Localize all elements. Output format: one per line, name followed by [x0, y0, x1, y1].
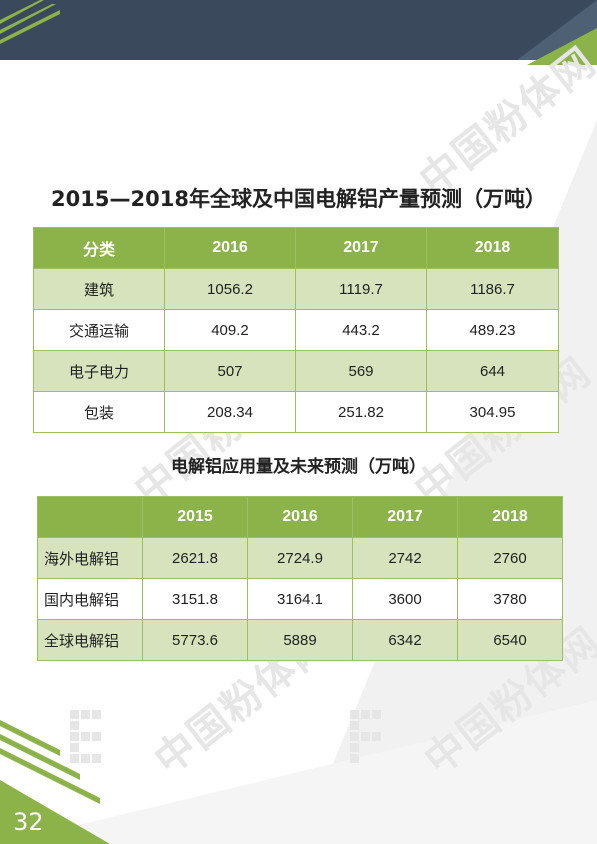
table-cell: 1186.7 [426, 268, 559, 310]
table-cell: 2742 [352, 537, 458, 579]
footer-stripes-decoration [0, 720, 110, 844]
table-cell: 1119.7 [295, 268, 427, 310]
table-cell: 443.2 [295, 309, 427, 351]
table-header-cell [37, 496, 143, 538]
application-forecast-table: 2015 2016 2017 2018 海外电解铝 2621.8 2724.9 … [37, 496, 563, 661]
table-header-row: 分类 2016 2017 2018 [33, 227, 559, 269]
table-cell: 507 [164, 350, 296, 392]
table-cell: 208.34 [164, 391, 296, 433]
header-band [0, 0, 597, 60]
table-cell: 489.23 [426, 309, 559, 351]
table-cell: 3151.8 [142, 578, 248, 620]
table-header-cell: 2017 [295, 227, 427, 269]
table-header-cell: 2018 [426, 227, 559, 269]
table-cell: 569 [295, 350, 427, 392]
production-forecast-table: 分类 2016 2017 2018 建筑 1056.2 1119.7 1186.… [33, 227, 559, 433]
row-label: 电子电力 [33, 350, 165, 392]
row-label: 交通运输 [33, 309, 165, 351]
row-label: 包装 [33, 391, 165, 433]
header-stripes-decoration [0, 0, 60, 44]
row-label: 全球电解铝 [37, 619, 143, 661]
table-cell: 2724.9 [247, 537, 353, 579]
row-label: 海外电解铝 [37, 537, 143, 579]
table-row: 电子电力 507 569 644 [33, 350, 559, 392]
page-number: 32 [13, 808, 44, 836]
table-header-cell: 2017 [352, 496, 458, 538]
table-header-cell: 2018 [457, 496, 563, 538]
table-row: 建筑 1056.2 1119.7 1186.7 [33, 268, 559, 310]
table-cell: 251.82 [295, 391, 427, 433]
table-row: 交通运输 409.2 443.2 489.23 [33, 309, 559, 351]
table-cell: 6540 [457, 619, 563, 661]
table-row: 包装 208.34 251.82 304.95 [33, 391, 559, 433]
table-row: 全球电解铝 5773.6 5889 6342 6540 [37, 619, 563, 661]
table-cell: 5889 [247, 619, 353, 661]
table-header-cell: 2015 [142, 496, 248, 538]
table-cell: 5773.6 [142, 619, 248, 661]
header-accent-decoration [517, 0, 597, 65]
table-cell: 3600 [352, 578, 458, 620]
table-row: 海外电解铝 2621.8 2724.9 2742 2760 [37, 537, 563, 579]
table-cell: 2621.8 [142, 537, 248, 579]
table-cell: 1056.2 [164, 268, 296, 310]
row-label: 建筑 [33, 268, 165, 310]
watermark-logo [70, 710, 101, 763]
row-label: 国内电解铝 [37, 578, 143, 620]
table-header-row: 2015 2016 2017 2018 [37, 496, 563, 538]
table-cell: 409.2 [164, 309, 296, 351]
table1-title: 2015—2018年全球及中国电解铝产量预测（万吨） [51, 187, 546, 211]
table-header-cell: 2016 [247, 496, 353, 538]
table-header-cell: 2016 [164, 227, 296, 269]
table-cell: 3164.1 [247, 578, 353, 620]
table-header-cell: 分类 [33, 227, 165, 269]
watermark-logo [350, 710, 381, 763]
table-cell: 2760 [457, 537, 563, 579]
table-cell: 304.95 [426, 391, 559, 433]
table-cell: 644 [426, 350, 559, 392]
table2-title: 电解铝应用量及未来预测（万吨） [171, 457, 426, 477]
table-cell: 3780 [457, 578, 563, 620]
table-row: 国内电解铝 3151.8 3164.1 3600 3780 [37, 578, 563, 620]
table-cell: 6342 [352, 619, 458, 661]
